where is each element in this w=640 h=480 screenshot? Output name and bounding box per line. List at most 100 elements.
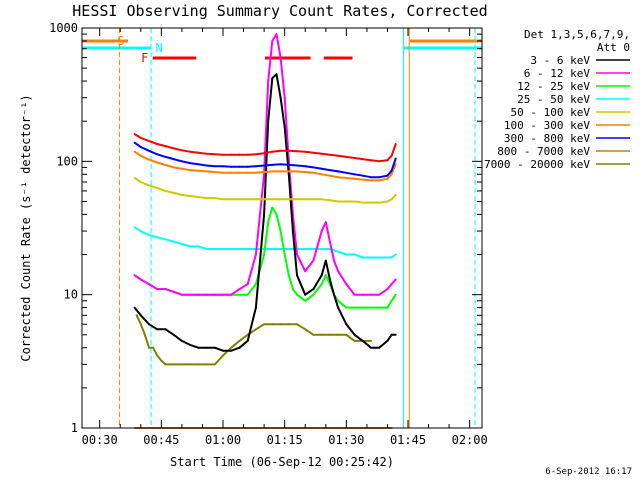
data-point xyxy=(279,96,282,99)
data-point xyxy=(370,306,372,309)
data-point xyxy=(296,253,298,256)
data-point xyxy=(271,77,274,80)
data-point xyxy=(275,213,278,216)
data-point xyxy=(222,171,224,174)
data-point xyxy=(390,173,393,176)
data-point xyxy=(378,306,381,309)
data-point xyxy=(197,293,200,296)
flare-label: F xyxy=(141,51,148,65)
data-point xyxy=(197,363,200,366)
data-point xyxy=(189,343,192,346)
data-point xyxy=(139,230,142,233)
data-point xyxy=(156,161,159,164)
y-axis-label: Corrected Count Rate (s⁻¹ detector⁻¹) xyxy=(19,94,33,361)
data-point xyxy=(337,200,340,203)
data-point xyxy=(390,198,393,201)
data-point xyxy=(328,199,331,202)
data-point xyxy=(254,171,257,174)
data-point xyxy=(361,306,364,309)
data-point xyxy=(291,230,294,233)
data-point xyxy=(133,306,136,309)
data-point xyxy=(148,184,150,187)
data-point xyxy=(133,226,136,229)
data-point xyxy=(180,363,183,366)
data-point xyxy=(283,253,286,256)
data-point xyxy=(390,169,393,172)
data-point xyxy=(337,299,340,302)
data-point xyxy=(304,150,307,153)
data-point xyxy=(345,171,348,174)
data-point xyxy=(164,155,167,158)
data-point xyxy=(139,154,142,157)
data-point xyxy=(133,141,136,144)
data-point xyxy=(172,166,175,169)
data-point xyxy=(246,283,249,286)
data-point xyxy=(156,354,159,357)
series-line xyxy=(134,133,397,163)
data-point xyxy=(267,120,270,123)
data-point xyxy=(205,197,208,200)
series-line xyxy=(135,314,371,366)
data-point xyxy=(148,234,150,236)
data-point xyxy=(148,140,150,142)
x-tick-label: 01:30 xyxy=(328,433,364,447)
data-point xyxy=(164,363,167,366)
data-point xyxy=(238,165,241,168)
data-point xyxy=(353,157,356,159)
data-point xyxy=(287,173,290,176)
data-point xyxy=(287,170,290,173)
data-point xyxy=(156,143,159,145)
data-point xyxy=(156,187,159,190)
data-point xyxy=(312,151,315,154)
data-point xyxy=(386,339,389,342)
data-point xyxy=(139,314,142,317)
data-point xyxy=(390,333,393,336)
data-point xyxy=(296,198,298,201)
data-point xyxy=(386,159,389,162)
data-point xyxy=(304,165,307,168)
data-point xyxy=(230,349,233,352)
data-point xyxy=(254,165,257,168)
data-point xyxy=(312,288,315,291)
data-point xyxy=(205,170,208,173)
data-point xyxy=(370,179,372,182)
data-point xyxy=(378,346,381,349)
data-point xyxy=(312,198,315,201)
data-point xyxy=(238,339,241,342)
data-point xyxy=(312,166,315,169)
data-point xyxy=(230,198,233,201)
data-point xyxy=(345,253,348,256)
data-point xyxy=(312,248,315,250)
data-point xyxy=(263,171,266,174)
data-point xyxy=(246,165,249,168)
data-point xyxy=(164,328,167,331)
data-point xyxy=(328,278,331,281)
data-point xyxy=(386,200,389,203)
data-point xyxy=(139,181,142,183)
data-point xyxy=(263,164,266,167)
data-point xyxy=(394,193,397,196)
series-layer xyxy=(133,33,397,429)
data-point xyxy=(337,250,340,253)
data-point xyxy=(246,171,249,174)
data-point xyxy=(271,163,274,166)
data-point xyxy=(394,253,397,256)
data-point xyxy=(337,170,340,173)
data-point xyxy=(230,171,233,174)
legend-label: 50 - 100 keV xyxy=(511,106,591,119)
data-point xyxy=(172,290,175,293)
data-point xyxy=(189,150,192,153)
data-point xyxy=(345,333,348,336)
data-point xyxy=(222,153,224,156)
data-point xyxy=(263,213,266,216)
data-point xyxy=(230,293,233,296)
y-tick-label: 10 xyxy=(64,288,78,302)
data-point xyxy=(390,299,393,302)
data-point xyxy=(337,270,340,273)
data-point xyxy=(197,151,200,154)
data-point xyxy=(304,293,307,296)
data-point xyxy=(267,221,270,224)
data-point xyxy=(370,176,372,179)
